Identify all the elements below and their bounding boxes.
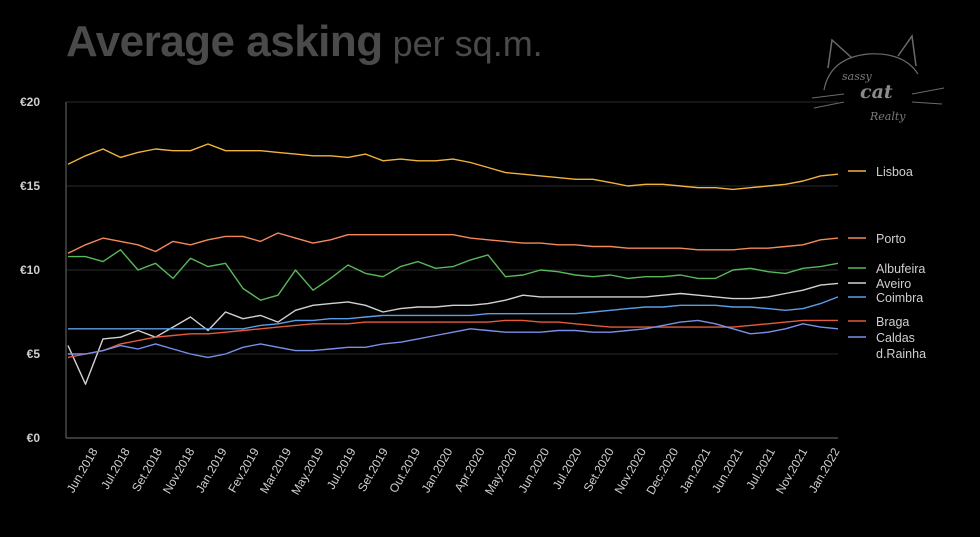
x-tick-label: Jul.2020 [550,445,585,492]
legend-label: Braga [876,315,909,329]
series-line-1 [67,232,839,254]
chart-title-bold: Average asking [66,17,383,66]
x-tick-label: Jun.2021 [709,445,746,495]
logo-text-1: sassy [842,70,872,83]
y-tick-labels: €0 €5 €10 €15 €20 [20,95,40,445]
logo-text-3: Realty [869,110,906,123]
x-tick-label: May.2019 [288,445,326,497]
series-line-5 [67,319,838,359]
x-tick-label: Jul.2018 [98,445,133,492]
x-tick-label: Fev.2019 [225,445,262,495]
legend-label: Aveiro [876,277,911,291]
grid-lines [66,101,838,355]
x-tick-label: Set.2020 [581,445,617,494]
y-tick-label: €0 [27,431,41,445]
y-tick-label: €5 [27,347,41,361]
legend-label: Albufeira [876,262,925,276]
legend-label: Caldas [876,331,915,345]
series-lines [67,143,839,385]
legend-label: Porto [876,232,906,246]
x-tick-label: Set.2019 [355,445,391,494]
axes [65,102,838,439]
chart-title: Average asking per sq.m. [66,20,543,64]
x-tick-label: Jan.2022 [806,445,843,495]
logo-text-2: cat [860,81,893,103]
chart-title-light: per sq.m. [392,23,543,64]
legend-label: Lisboa [876,165,913,179]
series-line-6 [68,319,839,359]
y-tick-label: €20 [20,95,40,109]
legend-label: d.Rainha [876,347,926,361]
series-line-2 [68,249,839,301]
cat-logo: sassy cat Realty [811,33,945,123]
x-tick-label: Set.2018 [129,445,165,494]
x-tick-label: Dec.2020 [643,445,681,497]
x-tick-labels: Jun.2018Jul.2018Set.2018Nov.2018Jan.2019… [64,445,843,497]
x-tick-label: Jan.2020 [419,445,456,495]
y-tick-label: €10 [20,263,40,277]
series-line-0 [67,143,839,191]
x-tick-label: Apr.2020 [452,445,488,494]
series-line-4 [68,296,839,330]
x-tick-label: Jul.2019 [324,445,359,492]
x-tick-label: May.2020 [482,445,520,497]
series-line-3 [67,282,839,385]
y-tick-label: €15 [20,179,40,193]
legend-label: Coimbra [876,291,923,305]
x-tick-label: Jun.2018 [64,445,101,495]
x-tick-label: Jul.2021 [743,445,778,492]
x-tick-label: Jun.2020 [515,445,552,495]
